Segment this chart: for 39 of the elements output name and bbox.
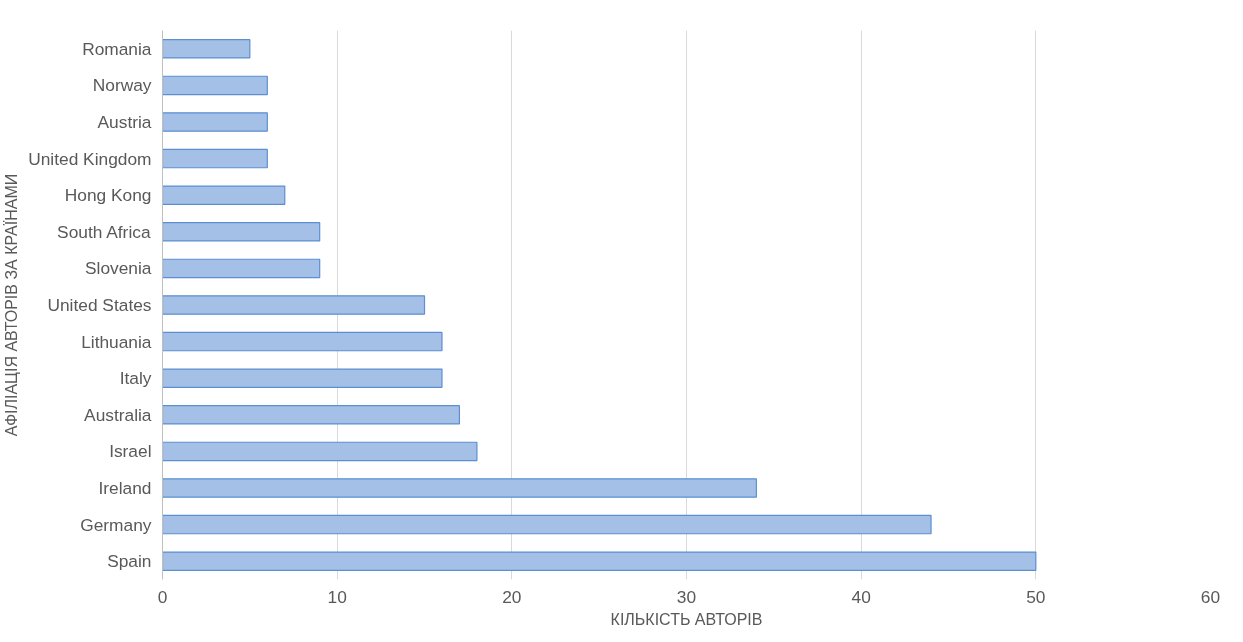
y-tick-label: Germany xyxy=(80,514,152,535)
y-tick-label: United States xyxy=(47,295,152,315)
y-tick-label: Slovenia xyxy=(85,258,152,279)
bar xyxy=(162,441,478,462)
bar xyxy=(162,222,321,242)
bar xyxy=(162,112,268,132)
bar xyxy=(162,148,268,169)
y-tick-label: Lithuania xyxy=(81,331,152,352)
y-tick-label: Romania xyxy=(82,38,152,59)
y-tick-label: Hong Kong xyxy=(64,185,152,206)
bar xyxy=(162,39,251,59)
x-tick-label: 10 xyxy=(327,586,347,607)
y-tick-label: Italy xyxy=(119,368,152,389)
x-tick-label: 0 xyxy=(157,586,168,607)
x-tick-label: 40 xyxy=(851,586,871,607)
bar xyxy=(162,331,443,352)
bar xyxy=(162,258,321,279)
bar xyxy=(162,514,932,535)
bar xyxy=(162,551,1037,571)
x-tick-label: 30 xyxy=(676,586,697,607)
bar xyxy=(162,368,443,388)
bar xyxy=(162,405,461,425)
bar xyxy=(162,478,757,498)
y-tick-label: Austria xyxy=(97,112,152,132)
y-tick-label: Norway xyxy=(92,75,152,96)
bar xyxy=(162,75,268,96)
bar xyxy=(162,295,426,315)
y-tick-label: Australia xyxy=(84,404,152,425)
y-axis-title: АФІЛІАЦІЯ АВТОРІВ ЗА КРАЇНАМИ xyxy=(3,173,21,437)
x-tick-label: 50 xyxy=(1026,586,1046,607)
x-tick-label: 60 xyxy=(1200,586,1221,607)
y-tick-label: South Africa xyxy=(57,221,151,242)
y-tick-label: Ireland xyxy=(98,478,152,498)
y-tick-label: Israel xyxy=(109,441,152,462)
x-axis-title: КІЛЬКІСТЬ АВТОРІВ xyxy=(610,610,763,628)
y-tick-label: Spain xyxy=(107,551,152,572)
bar xyxy=(162,185,286,205)
x-tick-label: 20 xyxy=(502,586,522,607)
y-tick-label: United Kingdom xyxy=(28,148,152,169)
